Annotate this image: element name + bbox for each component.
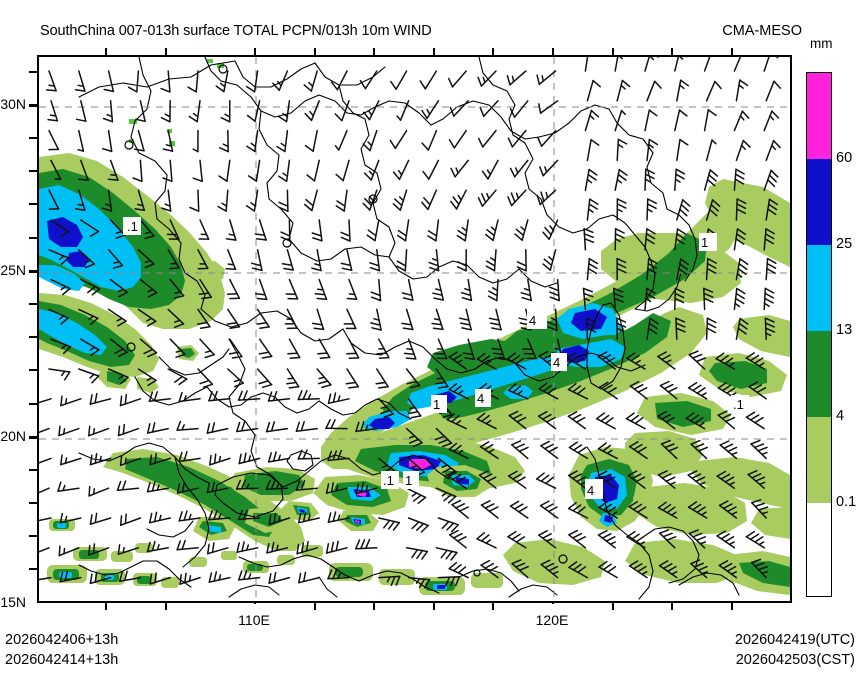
svg-text:4: 4 [529,313,536,328]
colorbar-label-13: 13 [836,322,853,338]
footer-valid-time-cst: 2026042503(CST) [735,652,855,668]
colorbar-segment-25-60 [807,159,831,245]
svg-text:.1: .1 [733,397,744,412]
station-markers [124,64,568,577]
svg-text:.1: .1 [383,473,394,488]
svg-text:4: 4 [553,355,560,370]
svg-text:1: 1 [433,397,440,412]
colorbar-segment-13-25 [807,245,831,331]
map-plot-area: .1 1 4 .1 1 4 4 .1 1 4 [37,55,792,603]
luzon-convective-cell [503,431,790,595]
footer-init-time-cst: 2026042414+13h [5,652,119,668]
x-axis-label-110e: 110E [238,612,270,628]
colorbar-label-25: 25 [836,236,853,252]
colorbar-label-0.1: 0.1 [836,494,857,510]
y-axis-label-30n: 30N [0,96,26,112]
colorbar-label-60: 60 [836,150,853,166]
colorbar[interactable] [806,72,832,597]
map-svg: .1 1 4 .1 1 4 4 .1 1 4 [39,57,790,601]
colorbar-segment-0.1-4 [807,417,831,503]
svg-text:4: 4 [587,483,594,498]
grid-lines [39,57,790,601]
x-axis-label-120e: 120E [535,612,569,628]
y-axis-label-20n: 20N [0,428,26,444]
northeast-bands [637,315,790,435]
svg-text:1: 1 [405,473,412,488]
colorbar-segment-below-0.1 [807,503,831,595]
colorbar-segment-above-60 [807,73,831,159]
svg-text:1: 1 [701,235,708,250]
y-axis-label-15n: 15N [0,594,26,610]
precipitation-shading [39,153,225,393]
page-title: SouthChina 007-013h surface TOTAL PCPN/0… [40,23,432,39]
model-label: CMA-MESO [722,23,802,39]
y-axis-label-25n: 25N [0,262,26,278]
svg-text:.1: .1 [127,219,138,234]
scattered-precip-north [129,59,224,146]
footer-valid-time-utc: 2026042419(UTC) [734,632,855,648]
colorbar-segment-4-13 [807,331,831,417]
wind-barbs [39,57,782,589]
svg-text:4: 4 [477,391,484,406]
colorbar-unit-label: mm [810,36,833,51]
contour-labels: .1 1 4 .1 1 4 4 .1 1 4 [123,217,749,499]
footer-init-time-utc: 2026042406+13h [5,632,119,648]
colorbar-label-4: 4 [836,408,845,424]
